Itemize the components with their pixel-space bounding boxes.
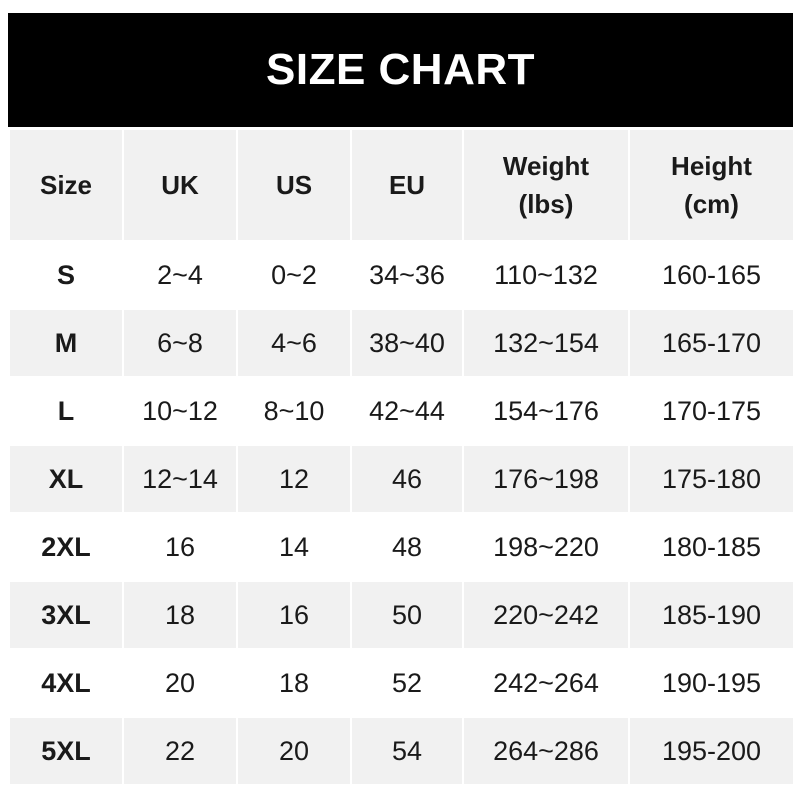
column-header-label: US [275, 170, 313, 200]
column-header: Size [8, 128, 124, 242]
table-row: 5XL 22 20 54 264~286 195-200 [8, 716, 795, 786]
size-label-cell: L [8, 376, 124, 446]
table-cell: 0~2 [236, 240, 352, 310]
table-cell: 165-170 [628, 308, 795, 378]
table-cell: 22 [122, 716, 238, 786]
table-cell: 12~14 [122, 444, 238, 514]
table-cell: 220~242 [462, 580, 630, 650]
column-header-unit: (lbs) [518, 189, 574, 219]
table-cell: 14 [236, 512, 352, 582]
column-header: Weight (lbs) [462, 128, 630, 242]
column-header-label: Weight [502, 151, 590, 181]
size-label-cell: 5XL [8, 716, 124, 786]
table-cell: 10~12 [122, 376, 238, 446]
table-cell: 170-175 [628, 376, 795, 446]
size-label-cell: XL [8, 444, 124, 514]
table-cell: 16 [236, 580, 352, 650]
table-cell: 20 [122, 648, 238, 718]
table-cell: 54 [350, 716, 464, 786]
table-cell: 160-165 [628, 240, 795, 310]
table-cell: 4~6 [236, 308, 352, 378]
column-header: US [236, 128, 352, 242]
size-chart-title: SIZE CHART [8, 13, 793, 127]
column-header: Height (cm) [628, 128, 795, 242]
table-cell: 176~198 [462, 444, 630, 514]
table-row: XL 12~14 12 46 176~198 175-180 [8, 444, 795, 514]
table-cell: 38~40 [350, 308, 464, 378]
size-label-cell: 4XL [8, 648, 124, 718]
column-header-label: UK [161, 170, 199, 200]
table-cell: 18 [236, 648, 352, 718]
table-cell: 18 [122, 580, 238, 650]
table-row: M 6~8 4~6 38~40 132~154 165-170 [8, 308, 795, 378]
table-cell: 42~44 [350, 376, 464, 446]
table-cell: 2~4 [122, 240, 238, 310]
size-label-cell: 2XL [8, 512, 124, 582]
table-row: L 10~12 8~10 42~44 154~176 170-175 [8, 376, 795, 446]
table-cell: 154~176 [462, 376, 630, 446]
table-cell: 180-185 [628, 512, 795, 582]
table-row: 4XL 20 18 52 242~264 190-195 [8, 648, 795, 718]
table-row: 2XL 16 14 48 198~220 180-185 [8, 512, 795, 582]
table-row: 3XL 18 16 50 220~242 185-190 [8, 580, 795, 650]
column-header-label: EU [388, 170, 426, 200]
column-header: EU [350, 128, 464, 242]
size-label-cell: 3XL [8, 580, 124, 650]
table-cell: 8~10 [236, 376, 352, 446]
table-cell: 48 [350, 512, 464, 582]
table-row: S 2~4 0~2 34~36 110~132 160-165 [8, 240, 795, 310]
table-cell: 132~154 [462, 308, 630, 378]
table-cell: 264~286 [462, 716, 630, 786]
table-cell: 190-195 [628, 648, 795, 718]
column-header-label: Height [671, 151, 752, 181]
table-cell: 175-180 [628, 444, 795, 514]
table-cell: 50 [350, 580, 464, 650]
table-cell: 12 [236, 444, 352, 514]
size-label-cell: M [8, 308, 124, 378]
size-label-cell: S [8, 240, 124, 310]
table-cell: 52 [350, 648, 464, 718]
table-cell: 242~264 [462, 648, 630, 718]
table-cell: 185-190 [628, 580, 795, 650]
table-cell: 198~220 [462, 512, 630, 582]
table-cell: 110~132 [462, 240, 630, 310]
column-header-label: Size [39, 170, 93, 200]
table-cell: 195-200 [628, 716, 795, 786]
header-row: Size UK US EU Weight (lbs) Height (cm) [8, 128, 795, 242]
column-header-unit: (cm) [684, 189, 739, 219]
table-cell: 46 [350, 444, 464, 514]
table-cell: 20 [236, 716, 352, 786]
table-cell: 34~36 [350, 240, 464, 310]
size-table: Size UK US EU Weight (lbs) Height (cm) S 2~4 0~2 3… [8, 128, 795, 786]
column-header: UK [122, 128, 238, 242]
table-cell: 16 [122, 512, 238, 582]
table-cell: 6~8 [122, 308, 238, 378]
